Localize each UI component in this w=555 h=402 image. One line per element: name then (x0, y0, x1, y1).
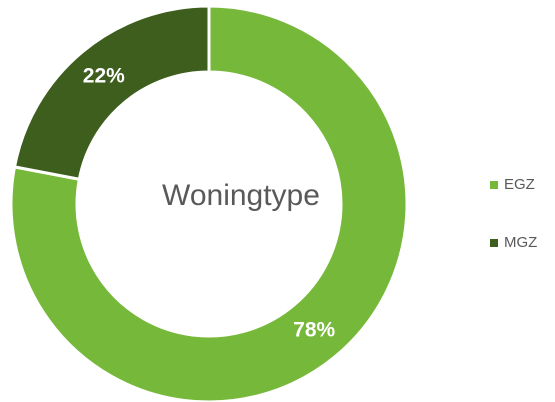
legend-marker (490, 181, 498, 189)
legend-label: MGZ (504, 234, 537, 251)
chart-title: Woningtype (162, 179, 320, 212)
data-label: 22% (83, 64, 125, 87)
legend-label: EGZ (504, 176, 535, 193)
pie-slice (12, 4, 211, 182)
pie-slice (9, 4, 409, 402)
data-label: 78% (293, 319, 335, 342)
legend-marker (490, 239, 498, 247)
